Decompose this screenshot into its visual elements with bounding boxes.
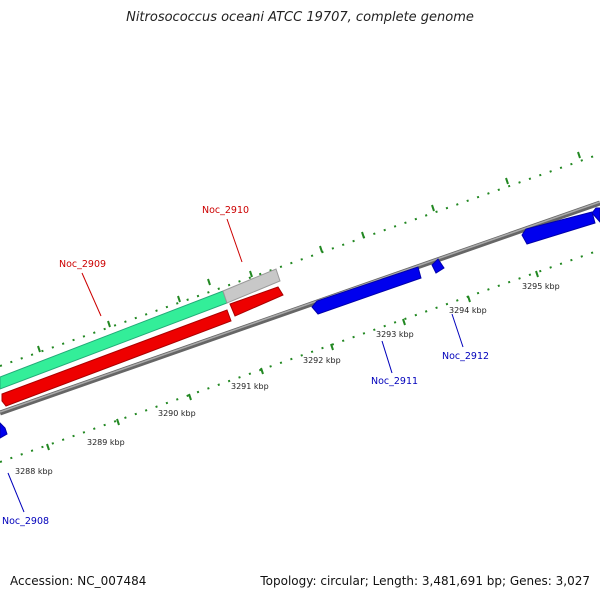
leader-line-noc-2908 — [7, 472, 25, 513]
scale-label-3291: 3291 kbp — [231, 382, 269, 391]
topology-summary: Topology: circular; Length: 3,481,691 bp… — [260, 574, 590, 588]
reverse-gene-noc-2911 — [311, 266, 422, 315]
scale-label-3288: 3288 kbp — [15, 467, 53, 476]
scale-label-3290: 3290 kbp — [158, 409, 196, 418]
inner-tick-row — [0, 249, 600, 463]
gene-label-noc-2910[interactable]: Noc_2910 — [202, 205, 249, 216]
map-title: Nitrosococcus oceani ATCC 19707, complet… — [126, 10, 474, 25]
forward-gene-noc-2910-cds — [229, 286, 284, 317]
scale-label-3292: 3292 kbp — [303, 356, 341, 365]
gene-label-noc-2912[interactable]: Noc_2912 — [442, 351, 489, 362]
inner-major-ticks — [46, 270, 539, 451]
genome-backbone — [0, 200, 600, 416]
reverse-gene-right-2 — [591, 207, 600, 223]
leader-line-noc-2909 — [81, 272, 102, 317]
reverse-gene-noc-2912 — [431, 258, 445, 274]
scale-label-3295: 3295 kbp — [522, 282, 560, 291]
forward-gene-noc-2909-cds — [1, 309, 232, 407]
accession-text: Accession: NC_007484 — [10, 574, 147, 588]
leader-line-noc-2911 — [381, 340, 393, 374]
reverse-gene-noc-2908 — [0, 422, 8, 439]
scale-label-3294: 3294 kbp — [449, 306, 487, 315]
gene-label-noc-2908[interactable]: Noc_2908 — [2, 516, 49, 527]
reverse-gene-right-1 — [521, 211, 596, 245]
scale-label-3289: 3289 kbp — [87, 438, 125, 447]
scale-label-3293: 3293 kbp — [376, 330, 414, 339]
outer-major-ticks — [37, 151, 581, 353]
gene-label-noc-2911[interactable]: Noc_2911 — [371, 376, 418, 387]
pseudo-feature-noc-2910 — [222, 268, 281, 304]
leader-line-noc-2910 — [226, 218, 243, 263]
gene-label-noc-2909[interactable]: Noc_2909 — [59, 259, 106, 270]
leader-line-noc-2912 — [451, 313, 464, 348]
